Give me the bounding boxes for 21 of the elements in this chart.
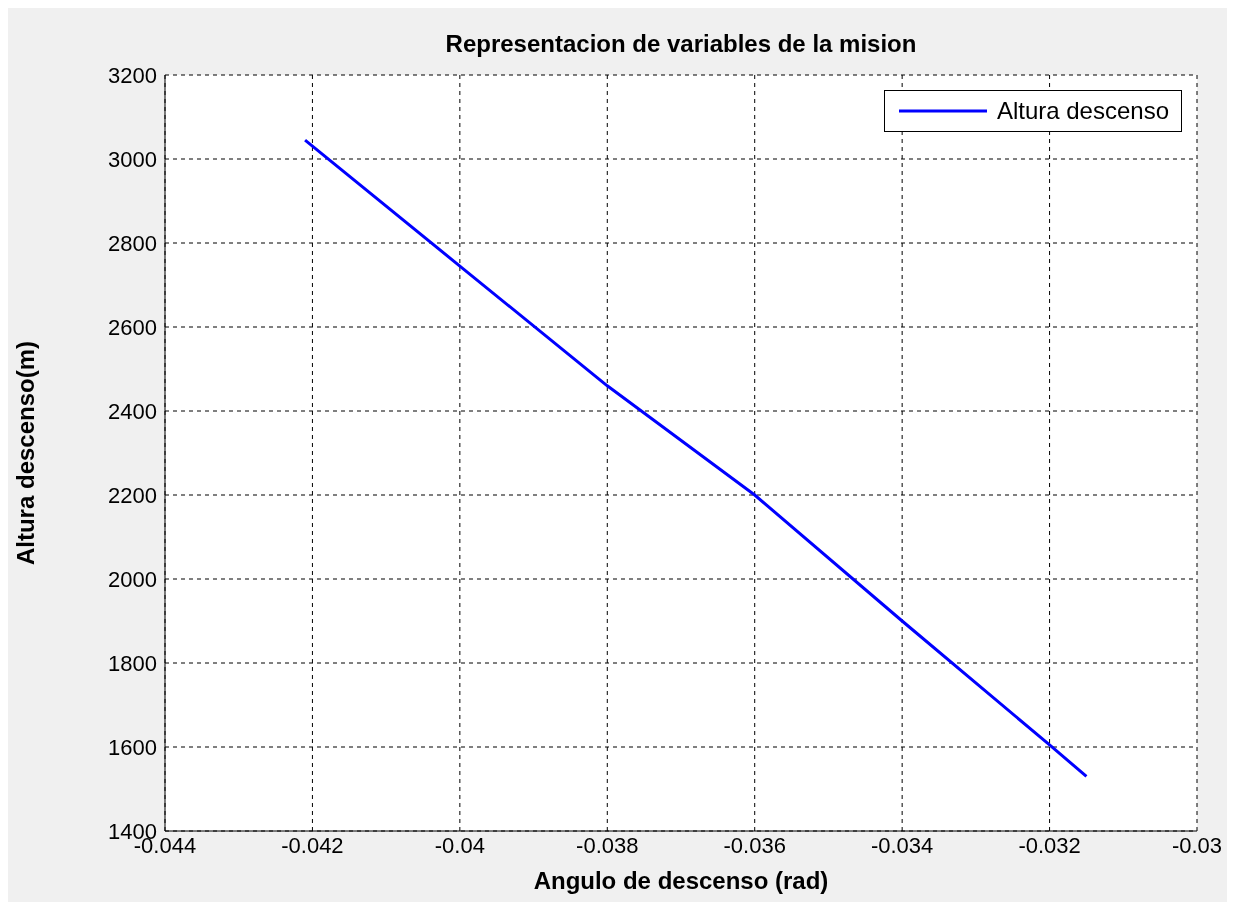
x-tick-label: -0.03: [1171, 832, 1223, 858]
y-tick-label: 2400: [108, 398, 157, 424]
x-tick-label: -0.04: [434, 832, 485, 858]
y-tick-label: 2000: [108, 566, 157, 592]
y-tick-label: 2600: [108, 314, 157, 340]
x-tick-label: -0.038: [576, 832, 639, 858]
x-tick-label: -0.032: [1018, 832, 1081, 858]
y-axis-title: Altura descenso(m): [11, 340, 39, 566]
y-tick-label: 1600: [108, 734, 157, 760]
legend-label: Altura descenso: [996, 97, 1169, 125]
x-tick-label: -0.034: [870, 832, 934, 858]
x-axis-title: Angulo de descenso (rad): [533, 867, 829, 894]
y-tick-label: 3200: [108, 62, 157, 88]
y-tick-label: 2800: [108, 230, 157, 256]
chart-title: Representacion de variables de la mision: [444, 30, 918, 58]
line-series: [303, 138, 1088, 778]
y-tick-label: 1800: [108, 650, 157, 676]
x-tick-label: -0.036: [723, 832, 786, 858]
x-tick-label: -0.042: [281, 832, 344, 858]
y-tick-label: 3000: [108, 146, 157, 172]
y-tick-label: 2200: [108, 482, 157, 508]
